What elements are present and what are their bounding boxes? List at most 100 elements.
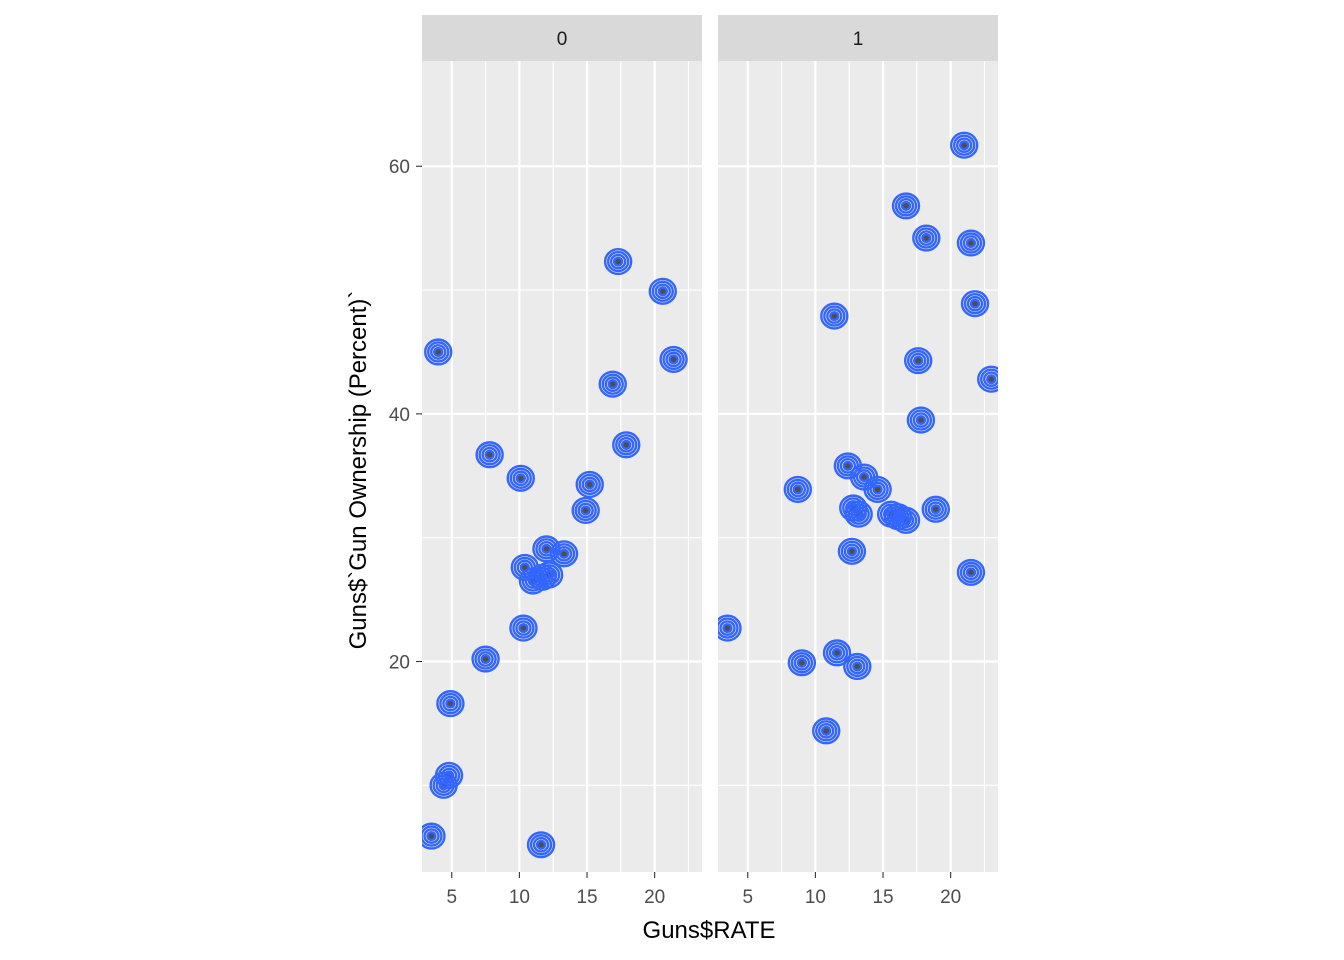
density-contour-ring — [601, 373, 624, 395]
facet-strip-label: 0 — [557, 29, 568, 50]
density-contour-ring — [535, 839, 547, 850]
density-contour-ring — [580, 505, 591, 516]
density-contour-ring — [894, 195, 918, 217]
density-contour-ring — [818, 722, 835, 739]
density-contour-ring — [963, 292, 987, 315]
density-contour-ring — [615, 434, 638, 456]
density-contour-ring — [537, 564, 561, 586]
density-contour-ring — [484, 449, 495, 460]
density-contour-ring — [477, 651, 494, 667]
density-contour-ring — [512, 470, 529, 487]
density-contour-ring — [912, 355, 924, 366]
density-contour-ring — [719, 620, 736, 636]
density-contour-ring — [532, 836, 550, 853]
density-contour-ring — [843, 652, 872, 681]
density-contour-ring — [846, 655, 869, 678]
density-contour-ring — [847, 503, 870, 525]
density-contour-ring — [815, 720, 838, 742]
density-contour-ring — [515, 620, 532, 636]
density-contour-ring — [952, 134, 976, 156]
density-contour-ring — [793, 654, 811, 671]
density-contour-ring — [509, 467, 532, 489]
density-contour-ring — [659, 345, 688, 373]
panel-background — [422, 61, 702, 872]
density-contour-ring — [648, 277, 677, 305]
density-contour-ring — [866, 478, 889, 501]
density-contour-ring — [526, 831, 556, 859]
density-contour-ring — [828, 644, 846, 661]
density-contour-ring — [584, 479, 595, 490]
density-contour-ring — [668, 354, 679, 365]
density-contour-ring — [965, 567, 977, 578]
density-contour-ring — [506, 464, 535, 492]
density-contour-ring — [969, 298, 981, 309]
density-contour-ring — [909, 352, 927, 369]
density-contour-ring — [426, 831, 437, 842]
density-contour-ring — [897, 512, 915, 529]
density-contour-ring — [575, 470, 604, 499]
density-contour-ring — [912, 224, 941, 252]
density-contour-ring — [958, 140, 970, 151]
density-contour-ring — [471, 645, 500, 673]
density-contour-ring — [921, 495, 950, 523]
density-contour-ring — [962, 235, 980, 251]
density-contour-ring — [540, 566, 558, 583]
density-contour-ring — [578, 473, 601, 496]
density-contour-ring — [820, 302, 849, 330]
facet-strip — [422, 15, 702, 61]
density-contour-ring — [612, 256, 624, 267]
density-contour-ring — [826, 308, 843, 324]
density-contour-ring — [844, 500, 873, 528]
density-contour-ring — [843, 543, 861, 560]
density-contour-ring — [422, 822, 446, 850]
density-contour-ring — [606, 250, 630, 273]
density-contour-ring — [858, 472, 870, 483]
density-contour-ring — [897, 198, 915, 214]
density-contour-ring — [445, 698, 456, 709]
density-contour-ring — [654, 283, 671, 300]
density-contour-ring — [966, 295, 984, 312]
density-contour-ring — [918, 230, 935, 246]
density-contour-ring — [846, 546, 858, 557]
facet-panel-1: 15 10 15 20 — [718, 15, 998, 908]
y-tick-label: 60 — [389, 157, 410, 178]
density-contour-ring — [555, 545, 573, 562]
density-contour-ring — [965, 238, 977, 249]
density-contour-ring — [930, 504, 941, 515]
density-contour-ring — [837, 537, 867, 565]
density-contour-ring — [959, 232, 983, 254]
y-tick-label: 20 — [389, 653, 410, 674]
density-contours — [718, 131, 998, 745]
x-tick-label: 10 — [805, 887, 826, 908]
density-contour-ring — [598, 370, 627, 398]
density-contour-ring — [529, 834, 553, 856]
density-contour-ring — [812, 717, 841, 745]
density-contour-ring — [509, 614, 538, 642]
density-contour-ring — [906, 406, 936, 434]
density-contour-ring — [849, 658, 866, 675]
density-contour-ring — [927, 501, 944, 518]
x-tick-label: 10 — [509, 887, 530, 908]
density-contour-ring — [515, 473, 526, 484]
x-tick-label: 5 — [742, 887, 753, 908]
density-contour-ring — [440, 767, 458, 784]
density-contour-ring — [543, 569, 555, 580]
density-contour-ring — [840, 540, 864, 563]
density-contour-ring — [475, 441, 504, 469]
density-contour-ring — [872, 484, 883, 495]
density-contour-ring — [558, 548, 570, 559]
density-contour-ring — [790, 652, 814, 674]
density-contour-ring — [433, 346, 444, 357]
x-axis-title: Guns$RATE — [643, 917, 776, 944]
density-contour-ring — [842, 460, 854, 471]
density-contour-ring — [662, 348, 685, 371]
density-contour-ring — [722, 623, 733, 634]
density-contour-ring — [960, 290, 990, 318]
density-contour-ring — [983, 371, 998, 388]
density-contour-ring — [900, 515, 912, 526]
density-contour-ring — [831, 647, 843, 658]
density-contour-ring — [852, 661, 863, 672]
density-contour-ring — [829, 311, 840, 322]
